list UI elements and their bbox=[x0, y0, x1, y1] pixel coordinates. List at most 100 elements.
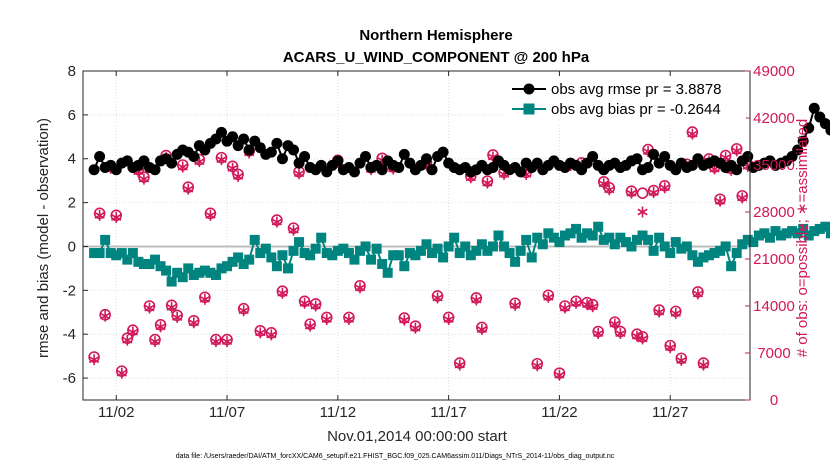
assimilated-marker bbox=[321, 313, 332, 325]
assimilated-marker bbox=[471, 294, 482, 306]
bias-point bbox=[704, 250, 715, 261]
bias-point bbox=[792, 228, 803, 239]
bias-point bbox=[493, 230, 504, 241]
bias-point bbox=[499, 241, 510, 252]
assimilated-marker bbox=[659, 182, 670, 194]
assimilated-marker bbox=[299, 297, 310, 309]
chart-subtitle: ACARS_U_WIND_COMPONENT @ 200 hPa bbox=[283, 49, 590, 66]
bias-point bbox=[698, 252, 709, 263]
bias-point bbox=[460, 241, 471, 252]
bias-point bbox=[510, 256, 521, 267]
legend-marker-bias bbox=[523, 103, 535, 115]
possible-marker bbox=[636, 187, 649, 199]
assimilated-marker bbox=[288, 224, 299, 236]
bias-point bbox=[454, 248, 465, 259]
bias-point bbox=[399, 261, 410, 272]
bias-point bbox=[809, 226, 820, 237]
bias-point bbox=[371, 243, 382, 254]
assimilated-marker bbox=[183, 183, 194, 195]
assimilated-marker bbox=[532, 360, 543, 372]
bias-point bbox=[515, 245, 526, 256]
bias-point bbox=[764, 232, 775, 243]
bias-point bbox=[155, 261, 166, 272]
bias-point bbox=[299, 248, 310, 259]
bias-point bbox=[161, 265, 172, 276]
assimilated-marker bbox=[149, 336, 161, 348]
bias-point bbox=[814, 223, 825, 234]
bias-point bbox=[576, 232, 587, 243]
bias-point bbox=[266, 252, 277, 263]
y-right-tick-label: 49000 bbox=[753, 63, 795, 80]
rmse-point bbox=[348, 166, 360, 178]
assimilated-marker bbox=[554, 369, 565, 381]
bias-point bbox=[482, 245, 493, 256]
bias-point bbox=[410, 250, 421, 261]
bias-point bbox=[111, 250, 122, 261]
bias-point bbox=[620, 237, 631, 248]
bias-point bbox=[116, 248, 127, 259]
bias-point bbox=[626, 241, 637, 252]
rmse-point bbox=[166, 157, 178, 169]
y-right-tick-label: 0 bbox=[770, 392, 778, 409]
assimilated-marker bbox=[637, 206, 648, 218]
rmse-point bbox=[642, 162, 654, 174]
assimilated-marker bbox=[615, 328, 626, 340]
bias-point bbox=[310, 243, 321, 254]
y-tick-label: 4 bbox=[68, 151, 76, 168]
bias-point bbox=[354, 245, 365, 256]
bias-point bbox=[122, 254, 133, 265]
assimilated-marker bbox=[221, 336, 233, 348]
bias-point bbox=[177, 272, 188, 283]
bias-point bbox=[238, 259, 249, 270]
assimilated-marker bbox=[587, 301, 598, 313]
bias-point bbox=[820, 221, 830, 232]
bias-point bbox=[338, 243, 349, 254]
bias-point bbox=[587, 230, 598, 241]
bias-point bbox=[643, 234, 654, 245]
assimilated-marker bbox=[731, 145, 742, 157]
assimilated-marker bbox=[698, 359, 709, 371]
bias-point bbox=[172, 267, 183, 278]
bias-point bbox=[438, 252, 449, 263]
assimilated-marker bbox=[177, 161, 188, 173]
legend: obs avg rmse pr = 3.8878 obs avg bias pr… bbox=[506, 76, 746, 124]
x-tick-label: 11/22 bbox=[541, 404, 577, 421]
bias-point bbox=[604, 232, 615, 243]
assimilated-marker bbox=[166, 301, 177, 313]
bias-point bbox=[105, 248, 116, 259]
bias-point bbox=[260, 243, 271, 254]
rmse-point bbox=[271, 137, 283, 149]
assimilated-marker bbox=[304, 320, 316, 332]
bias-point bbox=[687, 250, 698, 261]
assimilated-marker bbox=[266, 329, 277, 341]
assimilated-marker bbox=[570, 297, 582, 309]
bias-point bbox=[471, 245, 482, 256]
bias-point bbox=[316, 232, 327, 243]
bias-point bbox=[366, 254, 377, 265]
bias-point bbox=[465, 250, 476, 261]
x-axis-label: Nov.01,2014 00:00:00 start bbox=[327, 428, 508, 445]
assimilated-marker bbox=[410, 322, 421, 334]
y-right-tick-label: 14000 bbox=[753, 298, 795, 315]
rmse-point bbox=[227, 131, 239, 143]
assimilated-marker bbox=[94, 209, 105, 221]
bias-point bbox=[720, 241, 731, 252]
assimilated-marker bbox=[665, 342, 676, 354]
y-tick-label: -4 bbox=[63, 326, 76, 343]
y-right-tick-label: 21000 bbox=[753, 251, 795, 268]
bias-point bbox=[222, 261, 233, 272]
bias-point bbox=[210, 269, 221, 280]
bias-point bbox=[654, 232, 665, 243]
bias-point bbox=[233, 252, 244, 263]
assimilated-marker bbox=[116, 367, 127, 379]
bias-point bbox=[548, 232, 559, 243]
plot-frame bbox=[82, 70, 751, 401]
series-lines bbox=[88, 102, 830, 287]
assimilated-marker bbox=[670, 307, 681, 319]
assimilated-marker bbox=[99, 310, 111, 322]
bias-point bbox=[648, 245, 659, 256]
assimilated-marker bbox=[188, 317, 199, 329]
bias-point bbox=[305, 250, 316, 261]
assimilated-marker bbox=[172, 311, 183, 323]
